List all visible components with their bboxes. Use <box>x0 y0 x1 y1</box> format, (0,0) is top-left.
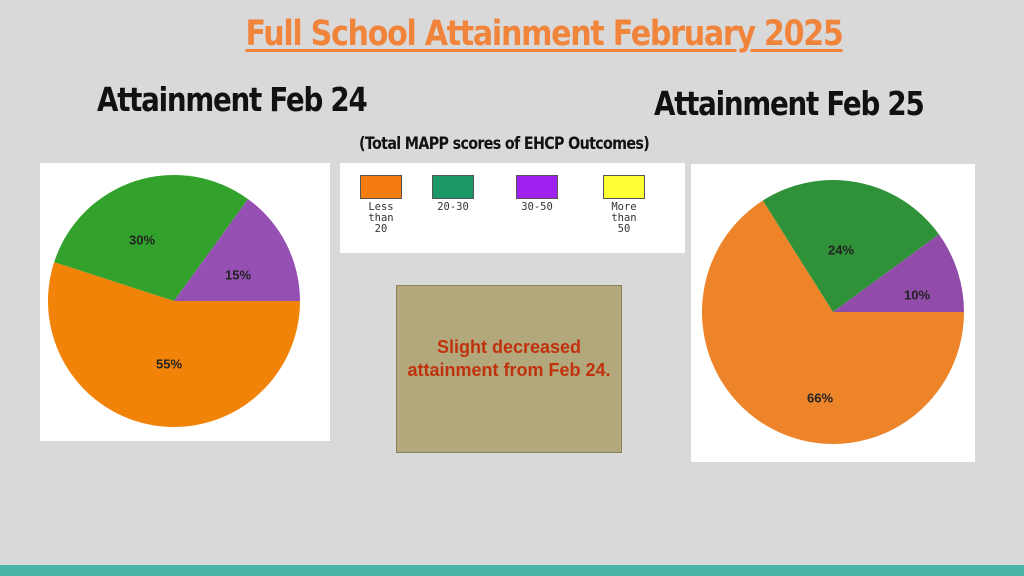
pie-panel-feb-24: 30% 15% 55% <box>40 163 330 441</box>
pie-chart-feb-25 <box>702 180 964 444</box>
legend-label: 20-30 <box>437 201 469 213</box>
legend: Less than 20 20-30 30-50 More than 50 <box>340 163 685 253</box>
pie-slice-30pct <box>54 175 249 301</box>
pie-slice-66pct <box>702 200 964 444</box>
legend-swatch <box>516 175 558 199</box>
legend-item-less-than-20: Less than 20 <box>360 175 402 235</box>
page-title: Full School Attainment February 2025 <box>245 14 843 54</box>
pie-label-feb25-24: 24% <box>827 242 855 258</box>
chart-title-feb-24: Attainment Feb 24 <box>97 80 368 119</box>
pie-slice-55pct <box>48 262 300 427</box>
pie-label-feb24-55: 55% <box>155 356 183 372</box>
mapp-note: (Total MAPP scores of EHCP Outcomes) <box>359 134 650 154</box>
legend-label: 30-50 <box>521 201 553 213</box>
legend-swatch <box>432 175 474 199</box>
pie-slice-10pct <box>833 234 964 312</box>
callout-box: Slight decreased attainment from Feb 24. <box>396 285 622 453</box>
pie-panel-feb-25: 24% 10% 66% <box>691 164 975 462</box>
pie-label-feb25-10: 10% <box>903 287 931 303</box>
pie-label-feb25-66: 66% <box>806 390 834 406</box>
bottom-accent-bar <box>0 565 1024 576</box>
legend-item-30-50: 30-50 <box>512 175 562 213</box>
legend-item-20-30: 20-30 <box>428 175 478 213</box>
pie-label-feb24-15: 15% <box>224 267 252 283</box>
pie-chart-feb-24 <box>48 175 300 427</box>
pie-slice-24pct <box>762 180 939 312</box>
legend-swatch <box>603 175 645 199</box>
legend-label: Less than 20 <box>368 201 394 235</box>
legend-label: More than 50 <box>611 201 637 235</box>
pie-slice-15pct <box>174 199 300 301</box>
callout-text: Slight decreased attainment from Feb 24. <box>407 337 611 380</box>
legend-item-more-than-50: More than 50 <box>602 175 646 235</box>
legend-swatch <box>360 175 402 199</box>
pie-label-feb24-30: 30% <box>128 232 156 248</box>
chart-title-feb-25: Attainment Feb 25 <box>654 84 925 123</box>
